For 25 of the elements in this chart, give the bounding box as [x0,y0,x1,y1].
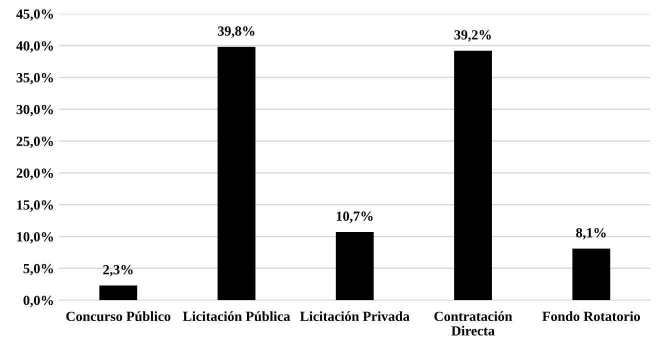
y-tick-label: 5,0% [24,264,53,276]
data-label: 2,3% [103,264,133,276]
data-label: 10,7% [336,212,373,223]
y-tick-label: 15,0% [17,200,53,212]
x-tick-label: Contratación Directa [434,311,512,336]
y-tick-label: 40,0% [16,41,53,53]
bar [336,232,374,300]
x-tick-label: Fondo Rotatorio [542,311,640,322]
x-tick-label: Concurso Público [66,311,170,322]
data-label: 39,2% [454,30,491,42]
y-tick-label: 25,0% [16,136,53,148]
bar [572,248,610,300]
y-tick-label: 20,0% [16,168,53,180]
bar [218,46,256,300]
data-label: 39,8% [218,26,254,38]
x-tick-label: Licitación Pública [182,311,290,322]
y-tick-label: 35,0% [16,73,53,84]
y-tick-label: 0,0% [24,296,53,308]
bar [99,286,138,300]
y-tick-label: 45,0% [16,9,53,21]
y-tick-label: 30,0% [16,104,53,116]
y-tick-label: 10,0% [17,232,53,244]
x-tick-label: Licitación Privada [300,311,410,322]
data-label: 8,1% [576,228,606,240]
bar [454,50,492,300]
